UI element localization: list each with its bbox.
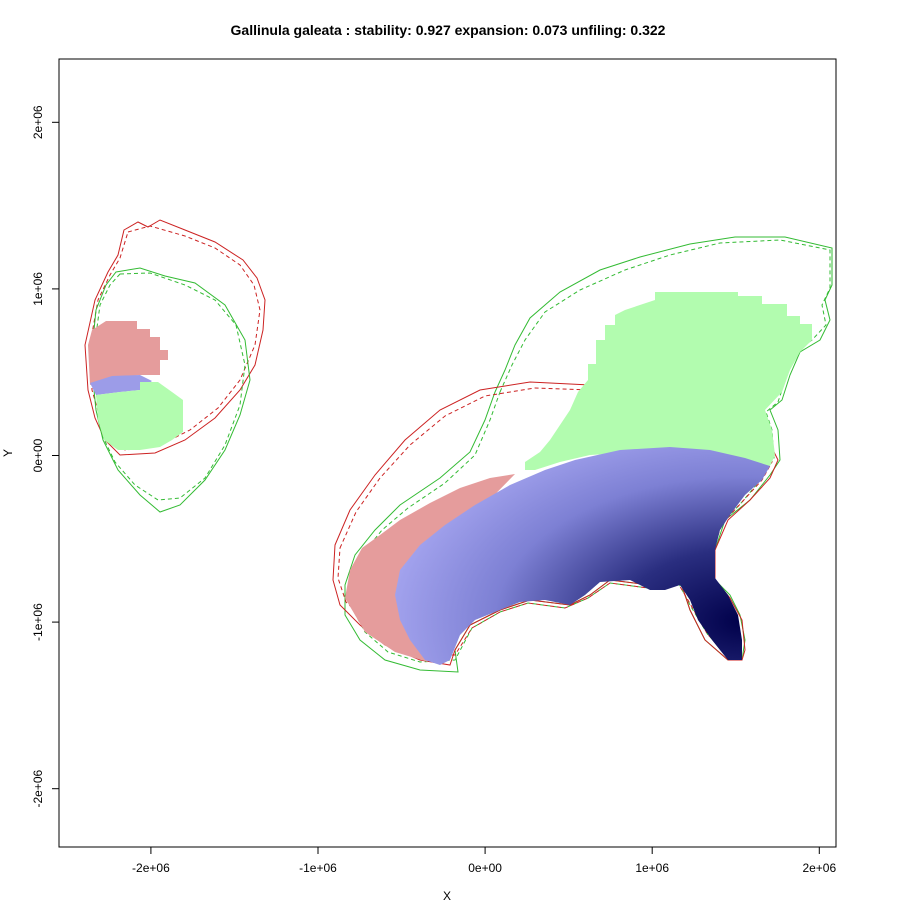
y-tick-label: 1e+06 xyxy=(31,272,45,306)
chart-title: Gallinula galeata : stability: 0.927 exp… xyxy=(231,22,666,38)
x-tick-label: -2e+06 xyxy=(132,861,170,875)
x-tick-label: -1e+06 xyxy=(299,861,337,875)
expansion-area-right xyxy=(345,474,515,662)
expansion-area-left xyxy=(88,321,168,385)
invaded-outline-left-dashed xyxy=(93,272,246,501)
stability-area-right xyxy=(395,447,770,665)
stability-area-left xyxy=(90,375,152,395)
x-tick-label: 0e+00 xyxy=(468,861,502,875)
x-axis: -2e+06 -1e+06 0e+00 1e+06 2e+06 xyxy=(132,847,836,875)
left-region xyxy=(84,219,266,513)
y-tick-label: -2e+06 xyxy=(31,770,45,808)
unfilling-area-right xyxy=(525,292,812,470)
y-axis-label: Y xyxy=(1,449,15,457)
unfilling-area-left xyxy=(96,382,183,450)
right-region xyxy=(332,236,833,673)
plot-area xyxy=(84,219,833,673)
invaded-outline-right xyxy=(344,236,833,673)
y-tick-label: 2e+06 xyxy=(31,105,45,139)
plot-frame xyxy=(58,58,837,848)
x-axis-label: X xyxy=(443,889,451,903)
y-tick-label: 0e+00 xyxy=(31,438,45,472)
y-axis: -2e+06 -1e+06 0e+00 1e+06 2e+06 xyxy=(31,105,59,808)
x-tick-label: 1e+06 xyxy=(635,861,669,875)
native-outline-left xyxy=(84,219,266,456)
x-tick-label: 2e+06 xyxy=(802,861,836,875)
y-tick-label: -1e+06 xyxy=(31,603,45,641)
